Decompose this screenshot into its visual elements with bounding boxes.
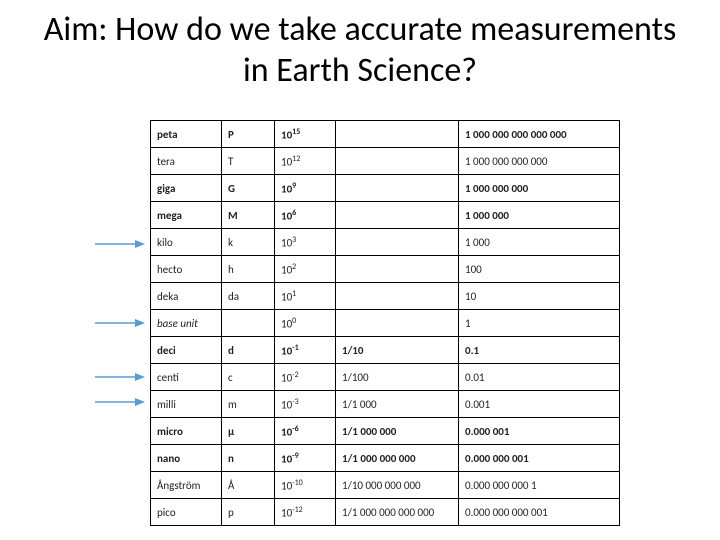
- cell-number: 0.000 000 001: [459, 445, 620, 472]
- cell-number: 0.1: [459, 337, 620, 364]
- cell-power: 10-1: [275, 337, 336, 364]
- cell-number: 10: [459, 283, 620, 310]
- cell-fraction: 1/1 000 000: [336, 418, 459, 445]
- cell-fraction: [336, 175, 459, 202]
- cell-fraction: 1/10 000 000 000: [336, 472, 459, 499]
- cell-fraction: 1/100: [336, 364, 459, 391]
- cell-symbol: p: [222, 499, 275, 526]
- cell-prefix: milli: [151, 391, 222, 418]
- table-row: kilok103 1 000: [151, 229, 620, 256]
- table-row: base unit 100 1: [151, 310, 620, 337]
- table-row: dekada101 10: [151, 283, 620, 310]
- arrow-icon: [95, 393, 145, 412]
- table-row: centic10-21/1000.01: [151, 364, 620, 391]
- cell-prefix: base unit: [151, 310, 222, 337]
- cell-power: 109: [275, 175, 336, 202]
- arrow-icon: [95, 368, 145, 387]
- cell-fraction: 1/1 000: [336, 391, 459, 418]
- cell-number: 100: [459, 256, 620, 283]
- cell-power: 10-2: [275, 364, 336, 391]
- cell-number: 1 000 000 000: [459, 175, 620, 202]
- table-row: decid10-11/100.1: [151, 337, 620, 364]
- table-row: megaM106 1 000 000: [151, 202, 620, 229]
- cell-power: 10-3: [275, 391, 336, 418]
- cell-fraction: 1/1 000 000 000: [336, 445, 459, 472]
- cell-fraction: [336, 283, 459, 310]
- cell-number: 0.001: [459, 391, 620, 418]
- cell-symbol: T: [222, 148, 275, 175]
- table-row: nanon10-91/1 000 000 0000.000 000 001: [151, 445, 620, 472]
- table-row: microµ10-61/1 000 0000.000 001: [151, 418, 620, 445]
- cell-prefix: kilo: [151, 229, 222, 256]
- table-row: millim10-31/1 0000.001: [151, 391, 620, 418]
- cell-number: 0.000 000 000 001: [459, 499, 620, 526]
- cell-prefix: peta: [151, 121, 222, 148]
- table-row: gigaG109 1 000 000 000: [151, 175, 620, 202]
- cell-fraction: [336, 256, 459, 283]
- cell-prefix: deka: [151, 283, 222, 310]
- cell-prefix: deci: [151, 337, 222, 364]
- table-row: petaP1015 1 000 000 000 000 000: [151, 121, 620, 148]
- cell-symbol: c: [222, 364, 275, 391]
- cell-symbol: d: [222, 337, 275, 364]
- cell-power: 1012: [275, 148, 336, 175]
- prefix-table: petaP10151 000 000 000 000 000teraT10121…: [150, 120, 620, 526]
- cell-number: 1 000 000 000 000 000: [459, 121, 620, 148]
- cell-power: 10-9: [275, 445, 336, 472]
- cell-symbol: h: [222, 256, 275, 283]
- cell-prefix: nano: [151, 445, 222, 472]
- cell-number: 1 000 000: [459, 202, 620, 229]
- cell-power: 102: [275, 256, 336, 283]
- cell-prefix: pico: [151, 499, 222, 526]
- cell-prefix: micro: [151, 418, 222, 445]
- arrow-icon: [95, 314, 145, 333]
- cell-symbol: Å: [222, 472, 275, 499]
- cell-power: 106: [275, 202, 336, 229]
- cell-power: 10-10: [275, 472, 336, 499]
- cell-fraction: [336, 202, 459, 229]
- arrow-icon: [95, 235, 145, 254]
- cell-prefix: Ångström: [151, 472, 222, 499]
- cell-fraction: 1/1 000 000 000 000: [336, 499, 459, 526]
- cell-prefix: giga: [151, 175, 222, 202]
- prefix-table-container: petaP10151 000 000 000 000 000teraT10121…: [150, 120, 620, 526]
- cell-symbol: [222, 310, 275, 337]
- cell-power: 1015: [275, 121, 336, 148]
- page-title: Aim: How do we take accurate measurement…: [0, 0, 720, 92]
- cell-number: 0.01: [459, 364, 620, 391]
- cell-fraction: [336, 229, 459, 256]
- cell-symbol: µ: [222, 418, 275, 445]
- cell-symbol: G: [222, 175, 275, 202]
- cell-power: 100: [275, 310, 336, 337]
- cell-symbol: n: [222, 445, 275, 472]
- table-row: picop10-121/1 000 000 000 0000.000 000 0…: [151, 499, 620, 526]
- cell-power: 101: [275, 283, 336, 310]
- cell-fraction: [336, 310, 459, 337]
- cell-symbol: P: [222, 121, 275, 148]
- cell-number: 1 000: [459, 229, 620, 256]
- table-row: ÅngströmÅ10-101/10 000 000 0000.000 000 …: [151, 472, 620, 499]
- table-row: teraT1012 1 000 000 000 000: [151, 148, 620, 175]
- cell-prefix: mega: [151, 202, 222, 229]
- cell-prefix: centi: [151, 364, 222, 391]
- cell-number: 1: [459, 310, 620, 337]
- cell-prefix: tera: [151, 148, 222, 175]
- cell-number: 1 000 000 000 000: [459, 148, 620, 175]
- cell-symbol: da: [222, 283, 275, 310]
- cell-fraction: 1/10: [336, 337, 459, 364]
- cell-symbol: m: [222, 391, 275, 418]
- cell-power: 103: [275, 229, 336, 256]
- cell-power: 10-12: [275, 499, 336, 526]
- cell-fraction: [336, 148, 459, 175]
- cell-number: 0.000 001: [459, 418, 620, 445]
- cell-power: 10-6: [275, 418, 336, 445]
- cell-symbol: k: [222, 229, 275, 256]
- cell-fraction: [336, 121, 459, 148]
- cell-prefix: hecto: [151, 256, 222, 283]
- cell-symbol: M: [222, 202, 275, 229]
- cell-number: 0.000 000 000 1: [459, 472, 620, 499]
- table-row: hectoh102 100: [151, 256, 620, 283]
